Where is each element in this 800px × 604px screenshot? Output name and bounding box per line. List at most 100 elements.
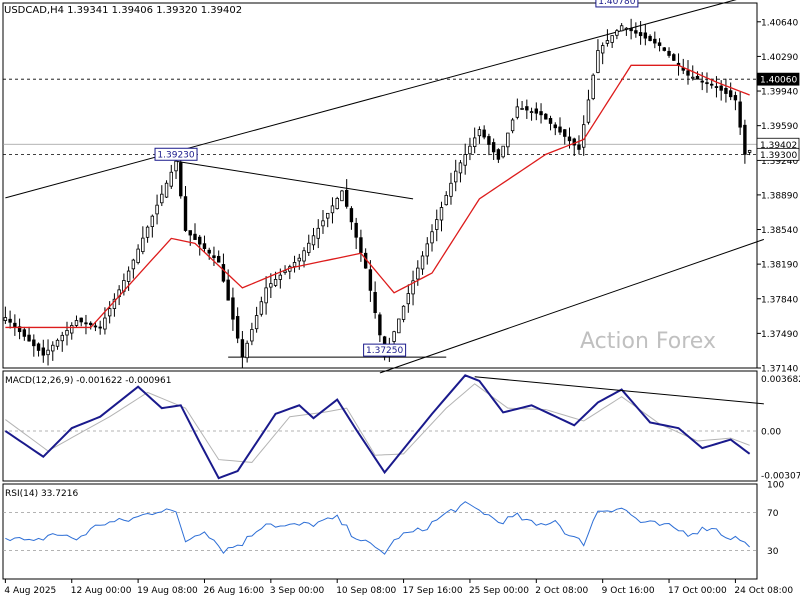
price-tick-label: 1.39240 [761, 157, 798, 167]
candle-body [510, 119, 515, 132]
candle-body [51, 344, 55, 352]
header-high: 1.39406 [108, 5, 153, 16]
candle-body [482, 129, 486, 138]
price-tick-label: 1.38540 [761, 226, 798, 236]
candle-body [705, 82, 709, 85]
candle-body [36, 343, 41, 351]
macd-panel [3, 374, 764, 480]
x-tick-label: 24 Oct 08:00 [734, 586, 793, 596]
candle-body [264, 287, 268, 304]
price-annotation-label: 1.40780 [598, 0, 635, 7]
price-panel: 1.40780 1.39230 1.37250 [3, 0, 765, 374]
candle-body [103, 317, 107, 330]
candle-body [662, 47, 667, 51]
candle-body [27, 334, 31, 342]
candle-body [487, 136, 491, 145]
candle-body [126, 270, 131, 282]
candle-body [326, 212, 330, 219]
candle-body [373, 292, 377, 314]
trendline [5, 0, 737, 199]
candle-body [136, 248, 140, 263]
macd-tick-label: 0.00 [761, 428, 781, 438]
price-tag-label: 1.39402 [760, 141, 797, 151]
candle-body [231, 297, 235, 320]
x-tick-label: 12 Aug 00:00 [71, 586, 132, 596]
candle-body [183, 196, 188, 231]
price-tag-label: 1.39300 [760, 151, 797, 161]
candle-body [435, 219, 439, 230]
x-tick-label: 19 Aug 08:00 [137, 586, 198, 596]
candle-body [354, 222, 358, 238]
candle-body [615, 30, 619, 36]
price-tick-label: 1.38190 [761, 261, 798, 271]
candle-body [221, 264, 226, 282]
candle-body [619, 25, 624, 32]
candle-body [728, 90, 733, 98]
macd-line [4, 374, 751, 480]
price-tick-label: 1.39590 [761, 122, 798, 132]
candle-body [672, 54, 676, 61]
candle-body [359, 237, 363, 254]
candle-body [344, 189, 349, 207]
candle-body [605, 40, 610, 44]
candle-body [283, 270, 287, 273]
candle-body [420, 255, 425, 270]
candle-body [653, 38, 657, 44]
candle-body [392, 331, 396, 342]
candle-body [515, 106, 520, 118]
rsi-label: RSI(14) 33.7216 [5, 489, 78, 499]
candle-body [297, 257, 301, 262]
candle-body [13, 322, 17, 328]
candle-body [463, 154, 467, 166]
candle-body [582, 124, 586, 148]
candle-body [107, 308, 112, 317]
candle-body [397, 318, 401, 334]
candle-body [454, 170, 458, 183]
candle-body [179, 162, 183, 197]
candle-body [496, 149, 501, 160]
candle-body [691, 76, 695, 79]
x-tick-label: 17 Oct 00:00 [668, 586, 727, 596]
candle-body [259, 301, 264, 315]
candle-body [250, 329, 254, 342]
watermark: Action Forex [580, 329, 716, 354]
candle-body [273, 278, 278, 286]
candle-body [529, 111, 534, 114]
candle-body [340, 190, 344, 202]
candle-body [525, 106, 529, 111]
price-annotation-box [363, 343, 407, 357]
candle-body [600, 45, 605, 54]
candle-body [150, 215, 155, 227]
candle-body [202, 243, 207, 249]
candle-body [155, 204, 159, 215]
candle-body [567, 136, 572, 142]
candle-body [160, 193, 164, 204]
candle-body [629, 28, 633, 32]
candle-body [714, 86, 719, 88]
rsi-tick-label: 70 [767, 509, 779, 519]
price-annotation-label: 1.37250 [366, 346, 403, 356]
rsi-panel-frame [2, 483, 758, 580]
candle-body [55, 339, 60, 347]
candle-body [520, 108, 524, 110]
candle-body [93, 325, 98, 328]
candle-body [164, 182, 169, 198]
candle-body [207, 249, 211, 254]
candle-body [46, 349, 50, 356]
candle-body [307, 242, 311, 253]
header-open: 1.39341 [64, 5, 109, 16]
trendline [379, 238, 765, 374]
candle-body [743, 124, 747, 155]
header-close: 1.39402 [198, 5, 243, 16]
candle-body [610, 35, 614, 43]
candle-body [686, 70, 690, 76]
candle-body [544, 113, 548, 120]
candle-body [70, 325, 74, 334]
candle-body [335, 198, 339, 210]
candle-body [501, 145, 505, 158]
candle-body [41, 347, 45, 356]
candle-body [226, 279, 230, 301]
candle-body [98, 326, 102, 329]
candle-body [591, 74, 595, 100]
